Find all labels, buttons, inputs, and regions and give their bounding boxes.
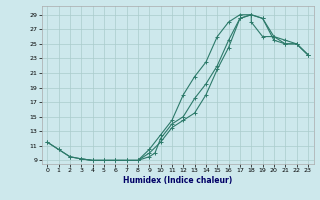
X-axis label: Humidex (Indice chaleur): Humidex (Indice chaleur): [123, 176, 232, 185]
